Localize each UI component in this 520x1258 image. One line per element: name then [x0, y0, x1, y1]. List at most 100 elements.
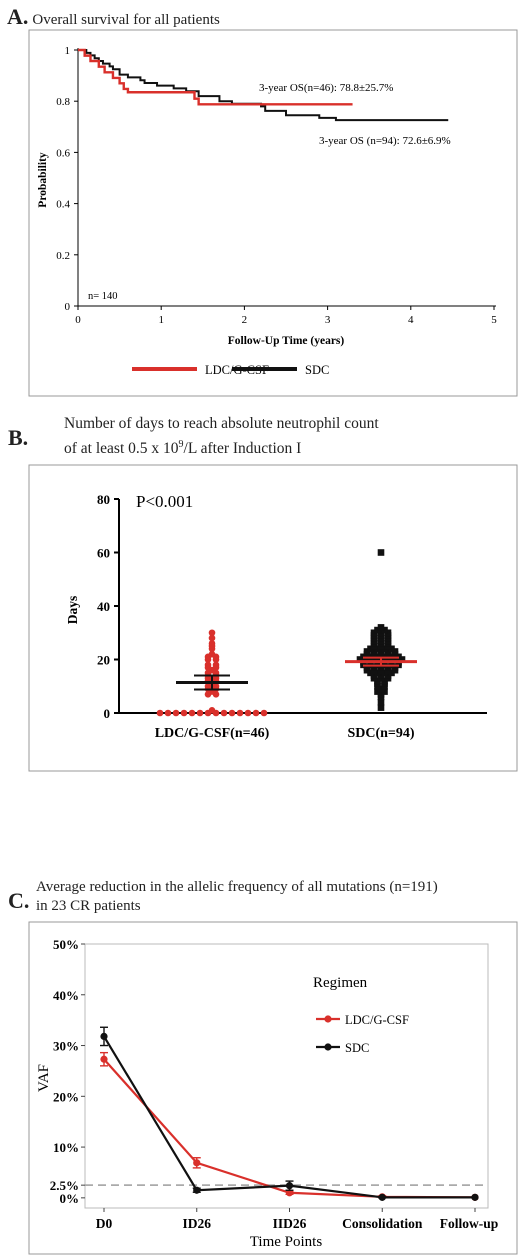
panel-a-title-text: Overall survival for all patients	[32, 12, 220, 28]
panel-b-title-line2-post: /L after Induction I	[183, 440, 302, 458]
sdc-point	[384, 664, 392, 671]
ldc-point	[156, 709, 164, 717]
x-category-label: LDC/G-CSF(n=46)	[155, 726, 270, 741]
ldc-point	[208, 634, 216, 642]
panel-b-frame	[28, 464, 518, 772]
x-category-label: Follow-up	[440, 1216, 499, 1231]
sdc-point	[363, 648, 371, 655]
neutrophil-dot-plot: 0 20 40 60 80 Days P<0.001 LDC/G-CSF(n=46) SDC(n…	[28, 464, 518, 772]
sdc-point	[367, 669, 374, 677]
y-tick-label: 0.2	[56, 250, 70, 262]
sdc-point	[377, 685, 385, 693]
survival-chart: 0 0.2 0.4 0.6 0.8 1 0 1 2 3 4 5 Follow-Up Time (year…	[28, 29, 518, 397]
sdc-point	[381, 688, 388, 695]
sdc-point	[377, 648, 385, 655]
y-tick-label: 0	[104, 706, 111, 721]
sdc-point	[370, 629, 378, 637]
sdc-point	[388, 669, 395, 677]
sdc-point	[391, 664, 399, 671]
data-point	[193, 1159, 201, 1167]
data-point	[285, 1182, 294, 1190]
legend-label: SDC	[305, 363, 329, 377]
y-axis-label: VAF	[36, 1064, 52, 1092]
sdc-point	[377, 664, 385, 671]
sdc-point	[377, 624, 385, 631]
sdc-point	[377, 629, 385, 637]
ldc-point	[236, 709, 244, 717]
y-tick-label: 10%	[53, 1140, 79, 1155]
y-tick-label: 20%	[53, 1089, 79, 1104]
y-tick-label: 60	[97, 546, 110, 561]
black-annotation: 3-year OS (n=94): 72.6±6.9%	[319, 135, 451, 147]
ldc-point	[204, 661, 212, 669]
p-value: P<0.001	[136, 492, 193, 511]
ldc-point	[260, 709, 268, 717]
x-tick-label: 0	[75, 314, 81, 326]
legend-label: LDC/G-CSF	[345, 1013, 409, 1027]
sdc-point	[384, 648, 392, 655]
vaf-line-chart: 0%2.5% 10% 20% 30% 40% 50% D0 ID26 IID26 Consolid…	[28, 921, 518, 1255]
ldc-point	[208, 650, 216, 658]
ldc-point	[252, 709, 260, 717]
sdc-point	[381, 669, 388, 677]
panel-c-letter: C.	[8, 888, 30, 913]
x-category-label: IID26	[273, 1216, 307, 1231]
legend-title: Regimen	[313, 975, 368, 991]
x-axis-label: Time Points	[250, 1234, 323, 1250]
sdc-point	[363, 656, 371, 663]
panel-c-title-line2: in 23 CR patients	[36, 898, 141, 914]
y-tick-label: 50%	[53, 937, 79, 952]
sdc-point	[398, 656, 406, 663]
red-annotation: 3-year OS(n=46): 78.8±25.7%	[259, 82, 393, 94]
sdc-point	[391, 648, 399, 655]
x-category-label: SDC(n=94)	[347, 726, 414, 741]
sdc-point	[381, 626, 388, 634]
sdc-point	[370, 664, 378, 671]
y-tick-label: 0	[65, 301, 71, 313]
sdc-point	[384, 629, 392, 637]
ldc-point	[228, 709, 236, 717]
y-axis-label: Days	[65, 596, 80, 625]
sdc-point	[377, 549, 385, 556]
sdc-point	[356, 656, 364, 663]
x-category-label: D0	[96, 1216, 113, 1231]
sdc-point	[370, 672, 378, 679]
panel-a-title: A. Overall survival for all patients	[7, 4, 220, 30]
legend-label: SDC	[345, 1041, 369, 1055]
ldc-point	[172, 709, 180, 717]
y-tick-label: 40	[97, 599, 110, 614]
sdc-point	[374, 669, 381, 677]
y-tick-label: 0.6	[56, 147, 70, 159]
sdc-point	[374, 688, 381, 695]
x-tick-label: 4	[408, 314, 414, 326]
x-axis-label: Follow-Up Time (years)	[228, 335, 345, 347]
ldc-point	[180, 709, 188, 717]
sdc-point	[381, 677, 388, 685]
panel-a-letter: A.	[7, 4, 29, 29]
data-point	[285, 1189, 294, 1197]
sdc-point	[374, 645, 381, 653]
sdc-point	[363, 664, 371, 671]
sdc-point	[370, 656, 378, 663]
legend-marker	[324, 1015, 332, 1023]
panel-b-title-sup: 9	[178, 439, 184, 450]
y-tick-label: 40%	[53, 988, 79, 1003]
panel-b-title-line2-pre: of at least 0.5 x 10	[64, 440, 179, 458]
panel-c-frame	[28, 921, 518, 1255]
ldc-point	[196, 709, 204, 717]
sdc-point	[374, 677, 381, 685]
sdc-point	[377, 699, 385, 706]
km-curve-ldcgcsf	[78, 48, 353, 106]
sdc-point	[381, 645, 388, 653]
ldc-point	[208, 629, 216, 637]
panel-b-title-line1: Number of days to reach absolute neutrop…	[64, 415, 379, 432]
y-tick-label: 2.5%	[50, 1178, 79, 1193]
sdc-point	[391, 656, 399, 663]
ldc-point	[188, 709, 196, 717]
ldc-point	[208, 640, 216, 647]
sdc-point	[377, 690, 385, 698]
x-tick-label: 1	[158, 314, 164, 326]
data-point	[193, 1186, 201, 1194]
ldc-point	[244, 709, 252, 717]
data-point	[471, 1193, 479, 1201]
